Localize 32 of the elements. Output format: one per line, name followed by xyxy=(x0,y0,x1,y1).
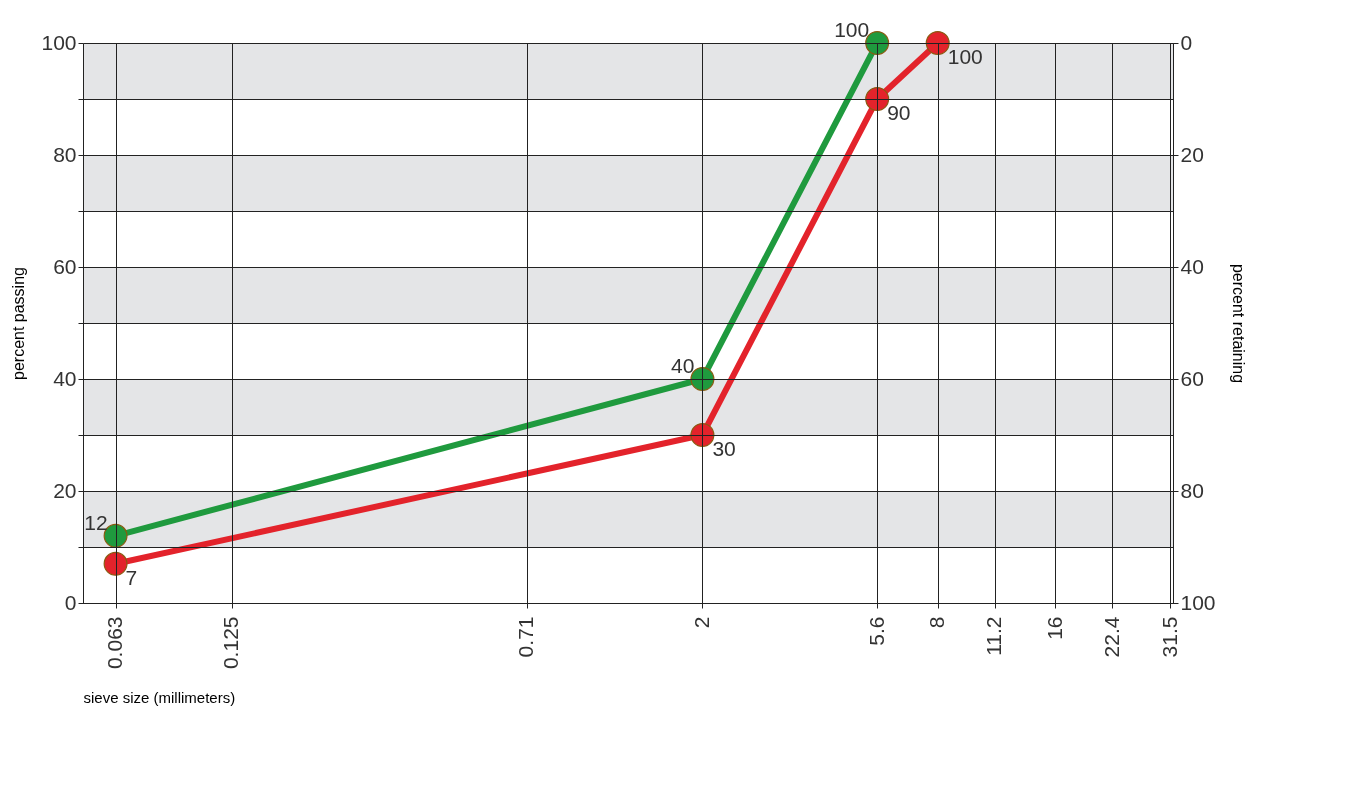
data-label: 30 xyxy=(712,437,736,460)
x-tick-label: 2 xyxy=(689,616,713,629)
data-label: 12 xyxy=(84,510,108,534)
x-tick-label: 11.2 xyxy=(982,616,1006,656)
x-tick-label: 0.063 xyxy=(103,616,127,670)
y-tick-label: 0 xyxy=(64,590,77,614)
y-tick-label: 80 xyxy=(53,142,77,166)
x-tick-label: 16 xyxy=(1042,616,1066,640)
x-tick-label: 0.125 xyxy=(219,616,243,670)
x-tick-label: 0.71 xyxy=(514,616,538,658)
data-label: 100 xyxy=(834,18,870,41)
data-label: 40 xyxy=(671,354,695,377)
y2-tick-label: 60 xyxy=(1180,366,1204,390)
data-label: 90 xyxy=(887,101,911,124)
x-tick-label: 22.4 xyxy=(1099,616,1123,658)
y-tick-label: 100 xyxy=(41,30,77,54)
y2-tick-label: 0 xyxy=(1180,30,1193,54)
x-tick-label: 31.5 xyxy=(1157,616,1181,658)
y2-tick-label: 100 xyxy=(1180,590,1216,614)
data-label: 100 xyxy=(947,45,983,68)
y-tick-label: 20 xyxy=(53,478,77,502)
y-tick-label: 40 xyxy=(53,366,77,390)
x-axis-title: sieve size (millimeters) xyxy=(83,689,236,707)
y2-tick-label: 80 xyxy=(1180,478,1204,502)
y-axis-title: percent passing xyxy=(10,267,28,380)
x-tick-label: 8 xyxy=(925,616,949,629)
x-tick-label: 5.6 xyxy=(864,616,888,646)
y-tick-label: 60 xyxy=(53,254,77,278)
y2-axis-title: percent retaining xyxy=(1229,263,1247,384)
data-label: 7 xyxy=(125,565,138,589)
y2-tick-label: 20 xyxy=(1180,142,1204,166)
y2-tick-label: 40 xyxy=(1180,254,1204,278)
